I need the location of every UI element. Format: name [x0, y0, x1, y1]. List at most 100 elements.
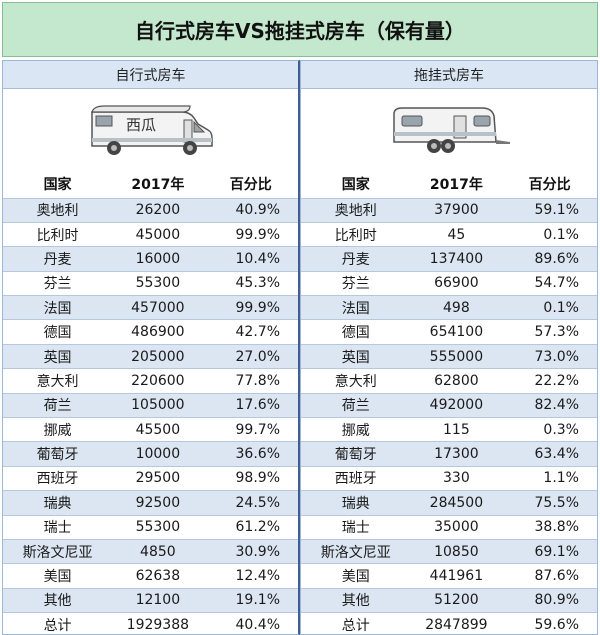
percent-cell: 36.6%: [203, 441, 298, 467]
country-cell: 芬兰: [3, 270, 113, 296]
caravan-heading: 拖挂式房车: [301, 61, 597, 89]
table-row: 荷兰 105000 17.6%: [3, 392, 298, 418]
table-row: 美国 441961 87.6%: [301, 563, 597, 589]
table-row: 挪威 115 0.3%: [301, 417, 597, 442]
country-cell: 瑞典: [3, 490, 113, 516]
count-cell: 486900: [112, 319, 204, 345]
country-cell: 总计: [3, 612, 113, 635]
count-cell: 35000: [410, 514, 503, 540]
percent-cell: 40.9%: [203, 197, 298, 223]
percent-cell: 22.2%: [502, 368, 597, 394]
count-cell: 555000: [410, 343, 503, 369]
caravan-table: 国家 2017年 百分比 奥地利 37900 59.1% 比利时 45 0.1% 丹麦 137…: [301, 171, 597, 635]
percent-cell: 0.3%: [502, 417, 597, 442]
table-row: 英国 205000 27.0%: [3, 343, 298, 369]
table-row: 西班牙 29500 98.9%: [3, 465, 298, 491]
table-row: 西班牙 330 1.1%: [301, 465, 597, 491]
page-title: 自行式房车VS拖挂式房车（保有量）: [2, 2, 598, 57]
table-row: 荷兰 492000 82.4%: [301, 392, 597, 418]
country-cell: 斯洛文尼亚: [301, 538, 411, 564]
table-row: 总计 2847899 59.6%: [301, 612, 597, 635]
caravan-image: [301, 89, 597, 171]
count-cell: 498: [410, 295, 503, 320]
count-cell: 10000: [112, 441, 204, 467]
percent-cell: 80.9%: [502, 587, 597, 613]
country-cell: 葡萄牙: [301, 441, 411, 467]
table-row: 丹麦 137400 89.6%: [301, 246, 597, 272]
count-cell: 55300: [112, 514, 204, 540]
count-cell: 220600: [112, 368, 204, 394]
percent-cell: 27.0%: [203, 343, 298, 369]
percent-cell: 17.6%: [203, 392, 298, 418]
table-row: 比利时 45000 99.9%: [3, 221, 298, 247]
table-header-row: 国家 2017年 百分比: [301, 171, 597, 198]
country-cell: 荷兰: [3, 392, 113, 418]
percent-cell: 99.9%: [203, 221, 298, 247]
percent-cell: 38.8%: [502, 514, 597, 540]
country-cell: 法国: [301, 295, 411, 320]
percent-cell: 40.4%: [203, 612, 298, 635]
country-cell: 美国: [301, 563, 411, 589]
column-header-year: 2017年: [429, 177, 483, 194]
percent-cell: 24.5%: [203, 490, 298, 516]
count-cell: 105000: [112, 392, 204, 418]
count-cell: 29500: [112, 465, 204, 491]
percent-cell: 73.0%: [502, 343, 597, 369]
table-row: 芬兰 55300 45.3%: [3, 270, 298, 296]
country-cell: 西班牙: [301, 465, 411, 491]
column-header-country: 国家: [43, 177, 72, 194]
country-cell: 丹麦: [3, 246, 113, 272]
country-cell: 丹麦: [301, 246, 411, 272]
percent-cell: 63.4%: [502, 441, 597, 467]
count-cell: 330: [410, 465, 503, 491]
motorhome-image: 西瓜: [3, 89, 298, 171]
count-cell: 1929388: [112, 612, 204, 635]
count-cell: 10850: [410, 538, 503, 564]
table-row: 挪威 45500 99.7%: [3, 417, 298, 442]
country-cell: 法国: [3, 295, 113, 320]
count-cell: 92500: [112, 490, 204, 516]
country-cell: 挪威: [3, 417, 113, 442]
table-row: 法国 498 0.1%: [301, 295, 597, 320]
percent-cell: 10.4%: [203, 246, 298, 272]
percent-cell: 45.3%: [203, 270, 298, 296]
percent-cell: 99.9%: [203, 295, 298, 320]
table-row: 葡萄牙 17300 63.4%: [301, 441, 597, 467]
percent-cell: 1.1%: [502, 465, 597, 491]
column-header-country: 国家: [341, 177, 370, 194]
count-cell: 45500: [112, 417, 204, 442]
count-cell: 441961: [410, 563, 503, 589]
table-row: 德国 486900 42.7%: [3, 319, 298, 345]
count-cell: 45000: [112, 221, 204, 247]
percent-cell: 75.5%: [502, 490, 597, 516]
count-cell: 16000: [112, 246, 204, 272]
percent-cell: 69.1%: [502, 538, 597, 564]
country-cell: 瑞士: [301, 514, 411, 540]
count-cell: 37900: [410, 197, 503, 223]
percent-cell: 19.1%: [203, 587, 298, 613]
caravan-table-body: 奥地利 37900 59.1% 比利时 45 0.1% 丹麦 137400 89.6% 芬兰 669…: [301, 197, 597, 635]
percent-cell: 99.7%: [203, 417, 298, 442]
caravan-icon: [393, 107, 510, 153]
table-row: 总计 1929388 40.4%: [3, 612, 298, 635]
percent-cell: 0.1%: [502, 295, 597, 320]
count-cell: 62800: [410, 368, 503, 394]
country-cell: 其他: [3, 587, 113, 613]
table-row: 瑞士 35000 38.8%: [301, 514, 597, 540]
table-row: 比利时 45 0.1%: [301, 221, 597, 247]
table-row: 奥地利 37900 59.1%: [301, 197, 597, 223]
table-row: 瑞典 92500 24.5%: [3, 490, 298, 516]
country-cell: 英国: [301, 343, 411, 369]
count-cell: 51200: [410, 587, 503, 613]
motorhome-table-body: 奥地利 26200 40.9% 比利时 45000 99.9% 丹麦 16000 10.4% 芬兰…: [3, 197, 298, 635]
country-cell: 瑞典: [301, 490, 411, 516]
country-cell: 美国: [3, 563, 113, 589]
table-row: 奥地利 26200 40.9%: [3, 197, 298, 223]
country-cell: 意大利: [3, 368, 113, 394]
percent-cell: 82.4%: [502, 392, 597, 418]
table-row: 葡萄牙 10000 36.6%: [3, 441, 298, 467]
caravan-panel: 拖挂式房车 国家 2017年 百分比 奥地利 37900 59.1% 比利时 45 0.1…: [300, 60, 598, 635]
country-cell: 斯洛文尼亚: [3, 538, 113, 564]
count-cell: 66900: [410, 270, 503, 296]
column-header-percent: 百分比: [229, 177, 272, 194]
